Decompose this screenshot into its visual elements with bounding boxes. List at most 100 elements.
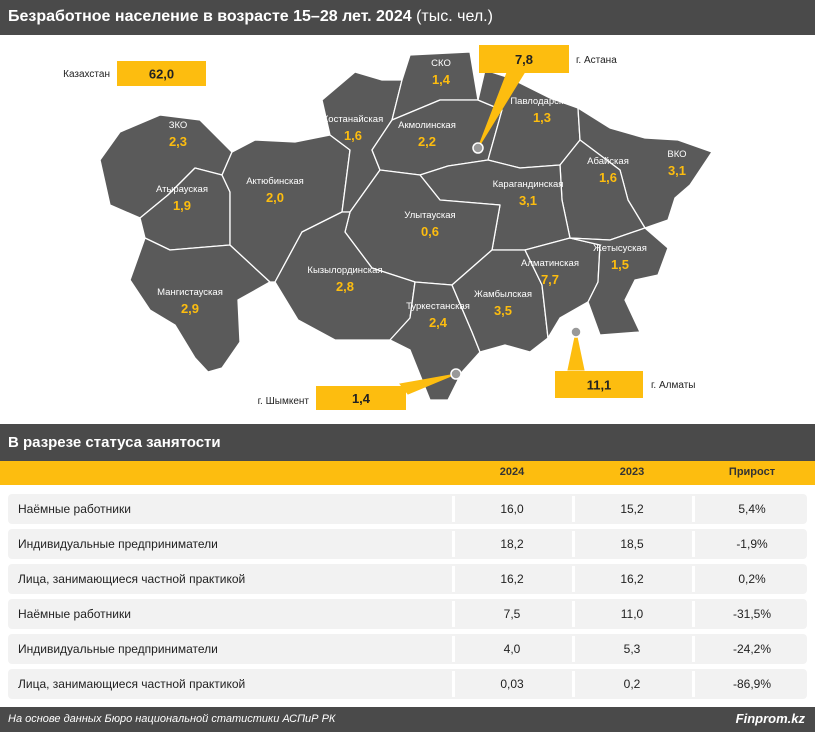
region-10-name: Карагандинская [493, 179, 564, 190]
shymkent-city-marker [450, 368, 462, 380]
value-2024: 16,0 [500, 502, 524, 516]
kazakhstan-callout-value: 62,0 [149, 67, 174, 82]
cell-divider [572, 496, 575, 522]
region-5-name: СКО [431, 58, 451, 69]
region-kyzylorda [274, 211, 416, 341]
value-2023: 11,0 [620, 607, 644, 621]
cell-divider [692, 531, 695, 557]
region-2-value: 2,9 [181, 301, 199, 316]
value-2024: 4,0 [503, 642, 521, 656]
title-main: Безработное население в возрасте 15–28 л… [8, 8, 412, 25]
shymkent-callout-value: 1,4 [352, 391, 371, 406]
table-row: Индивидуальные предприниматели 18,2 18,5 -1… [8, 529, 807, 559]
region-3-value: 2,0 [266, 190, 284, 205]
region-0-value: 2,3 [169, 134, 187, 149]
cell-divider [692, 566, 695, 592]
region-8-name: ВКО [667, 149, 686, 160]
map-area: ЗКО 2,3 Атырауская 1,9 Мангистауская 2,9 Актюб… [0, 35, 815, 424]
region-8-value: 3,1 [668, 163, 686, 178]
region-12-value: 2,8 [336, 279, 354, 294]
value-2023: 5,3 [623, 642, 641, 656]
footer: На основе данных Бюро национальной стати… [0, 707, 815, 732]
region-14-name: Жамбылская [474, 289, 532, 300]
table-row: Лица, занимающиеся частной практикой 0,03… [8, 669, 807, 699]
shymkent-callout-box [316, 386, 406, 410]
row-label: Индивидуальные предприниматели [18, 537, 218, 551]
value-2023: 15,2 [620, 502, 644, 516]
region-15-value: 7,7 [541, 272, 559, 287]
value-growth: -86,9% [732, 677, 772, 691]
region-zhambyl [451, 249, 549, 353]
region-5-value: 1,4 [432, 72, 451, 87]
almaty-callout-label: г. Алматы [651, 380, 695, 391]
value-2023: 18,5 [620, 537, 644, 551]
value-2024: 16,2 [500, 572, 524, 586]
cell-divider [572, 671, 575, 697]
region-zhetysu [569, 227, 669, 336]
cell-divider [572, 566, 575, 592]
region-16-value: 1,5 [611, 257, 629, 272]
cell-divider [692, 671, 695, 697]
cell-divider [572, 636, 575, 662]
region-2-name: Мангистауская [157, 287, 223, 298]
astana-callout-label: г. Астана [576, 55, 617, 66]
region-11-name: Улытауская [404, 210, 455, 221]
shymkent-callout-label: г. Шымкент [258, 396, 310, 407]
table-row: Лица, занимающиеся частной практикой 16,2… [8, 564, 807, 594]
table-row: Наёмные работники 16,0 15,2 5,4% [8, 494, 807, 524]
value-2023: 16,2 [620, 572, 644, 586]
region-3-name: Актюбинская [246, 176, 304, 187]
column-header-2024: 2024 [499, 466, 525, 478]
table-row: Индивидуальные предприниматели 4,0 5,3 -24,… [8, 634, 807, 664]
row-label: Лица, занимающиеся частной практикой [18, 572, 246, 586]
cell-divider [452, 636, 455, 662]
region-7-name: Павлодарская [510, 96, 573, 107]
region-1-value: 1,9 [173, 198, 191, 213]
region-9-name: Абайская [587, 156, 629, 167]
region-4-value: 1,6 [344, 128, 362, 143]
table-row: Наёмные работники 7,5 11,0 -31,5% [8, 599, 807, 629]
value-growth: -24,2% [732, 642, 772, 656]
region-15-name: Алматинская [521, 258, 579, 269]
region-16-name: Жетысуская [593, 243, 647, 254]
value-growth: 0,2% [738, 572, 766, 586]
region-10-value: 3,1 [519, 193, 537, 208]
cell-divider [692, 636, 695, 662]
region-0-name: ЗКО [169, 120, 188, 131]
value-growth: -31,5% [732, 607, 772, 621]
row-label: Лица, занимающиеся частной практикой [18, 677, 246, 691]
astana-callout-box [479, 45, 569, 73]
value-2024: 7,5 [503, 607, 521, 621]
region-6-value: 2,2 [418, 134, 436, 149]
almaty-leader [567, 331, 585, 371]
almaty-callout-box [555, 371, 643, 398]
table-title: В разрезе статуса занятости [0, 424, 815, 461]
astana-city-marker [472, 142, 484, 154]
column-header-growth: Прирост [728, 466, 776, 478]
row-label: Наёмные работники [18, 502, 131, 516]
astana-callout-value: 7,8 [515, 52, 533, 67]
value-2023: 0,2 [623, 677, 641, 691]
region-11-value: 0,6 [421, 224, 439, 239]
region-14-value: 3,5 [494, 303, 512, 318]
region-9-value: 1,6 [599, 170, 617, 185]
almaty-callout-value: 11,1 [587, 378, 612, 393]
region-13-name: Туркестанская [406, 301, 470, 312]
cell-divider [452, 496, 455, 522]
cell-divider [452, 601, 455, 627]
column-header-2023: 2023 [619, 466, 645, 478]
cell-divider [692, 601, 695, 627]
table-header: 2024 2023 Прирост [0, 461, 815, 485]
row-label: Наёмные работники [18, 607, 131, 621]
region-12-name: Кызылординская [307, 265, 382, 276]
region-13-value: 2,4 [429, 315, 448, 330]
value-growth: 5,4% [738, 502, 766, 516]
brand-logo: Finprom.kz [735, 711, 805, 726]
chart-title: Безработное население в возрасте 15–28 л… [0, 0, 815, 35]
region-7-value: 1,3 [533, 110, 551, 125]
kazakhstan-map: ЗКО 2,3 Атырауская 1,9 Мангистауская 2,9 Актюб… [63, 45, 713, 410]
cell-divider [452, 531, 455, 557]
value-2024: 0,03 [500, 677, 524, 691]
cell-divider [572, 601, 575, 627]
value-2024: 18,2 [500, 537, 524, 551]
